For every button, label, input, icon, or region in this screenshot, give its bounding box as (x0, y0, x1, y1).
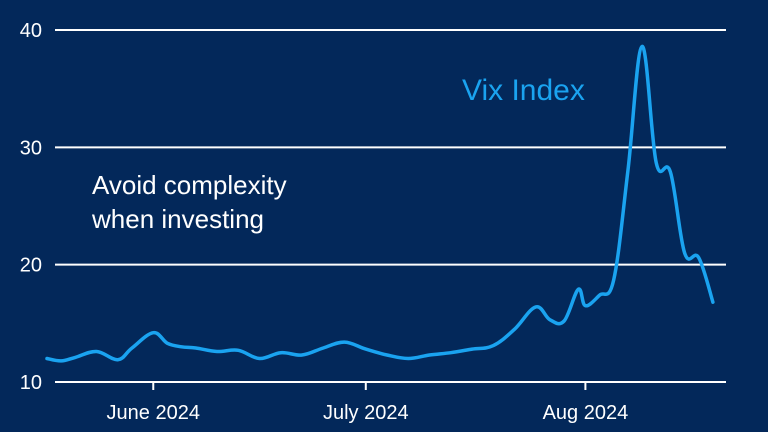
y-tick-label: 20 (20, 255, 42, 277)
y-tick-label: 40 (20, 20, 42, 42)
series-label: Vix Index (462, 74, 585, 107)
series-line-vix (45, 44, 715, 363)
annotation-text: Avoid complexity when investing (91, 170, 287, 234)
y-tick-label: 10 (20, 372, 42, 394)
y-tick-label: 30 (20, 137, 42, 159)
x-tick-label: June 2024 (107, 402, 200, 424)
x-tick-label: July 2024 (323, 402, 409, 424)
x-tick-label: Aug 2024 (543, 402, 629, 424)
